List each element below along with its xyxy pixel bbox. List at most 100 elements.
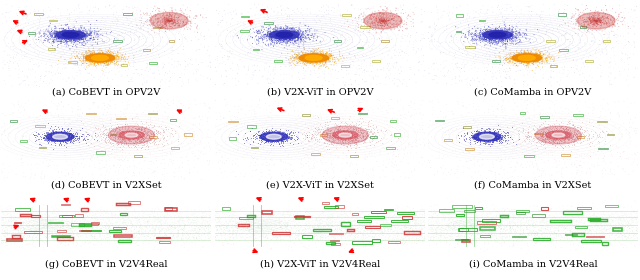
Point <box>274 35 284 39</box>
Point <box>358 77 368 81</box>
Point <box>260 9 271 13</box>
Point <box>156 126 166 130</box>
Point <box>490 53 500 58</box>
Point <box>591 220 602 225</box>
Point <box>275 135 285 140</box>
Point <box>33 16 43 21</box>
Point <box>282 37 292 41</box>
Point <box>559 47 569 51</box>
Point <box>61 36 72 41</box>
Point <box>591 19 601 23</box>
Point <box>162 19 172 24</box>
Point <box>586 21 596 26</box>
Point <box>291 32 301 37</box>
Point <box>281 224 291 229</box>
Point <box>525 217 536 222</box>
Point <box>382 25 392 30</box>
Point <box>178 221 188 225</box>
Point <box>81 34 92 38</box>
Point <box>328 52 338 56</box>
Point <box>381 21 392 25</box>
Point <box>72 36 82 41</box>
Point <box>489 136 499 140</box>
Point <box>608 219 618 224</box>
Point <box>75 225 85 229</box>
Point <box>487 22 497 27</box>
Point <box>119 136 129 140</box>
Point <box>50 134 60 139</box>
Point <box>142 13 152 17</box>
Point <box>278 32 289 36</box>
Point <box>483 134 493 139</box>
Point <box>546 138 556 143</box>
Point <box>532 53 542 57</box>
Point <box>508 226 518 231</box>
Point <box>580 20 591 24</box>
Point <box>269 10 279 14</box>
Point <box>259 141 269 145</box>
Point <box>53 232 63 236</box>
Point <box>150 101 161 105</box>
Point <box>489 35 499 40</box>
Point <box>595 19 605 24</box>
Point <box>89 50 99 55</box>
Point <box>187 225 197 229</box>
Point <box>404 103 415 108</box>
Point <box>266 135 276 140</box>
Point <box>522 52 532 57</box>
Point <box>259 136 269 140</box>
Point <box>616 221 627 226</box>
Point <box>211 214 221 218</box>
Point <box>508 29 518 33</box>
Point <box>479 34 489 38</box>
Point <box>529 231 540 235</box>
Point <box>585 228 595 232</box>
Point <box>268 137 278 142</box>
Point <box>98 56 108 61</box>
Point <box>569 128 579 132</box>
Point <box>298 55 308 60</box>
Point <box>327 227 337 232</box>
Point <box>495 36 505 41</box>
Point <box>464 220 474 225</box>
Point <box>365 106 376 110</box>
Point <box>487 33 497 38</box>
Point <box>272 139 282 143</box>
Point <box>483 32 493 37</box>
Point <box>527 61 538 66</box>
Point <box>551 134 561 138</box>
Point <box>125 132 136 136</box>
Point <box>109 139 120 144</box>
Point <box>313 152 323 156</box>
Point <box>385 72 396 76</box>
Point <box>530 26 540 31</box>
Point <box>84 220 94 225</box>
Point <box>319 130 330 135</box>
Point <box>617 218 627 223</box>
Point <box>274 141 284 146</box>
Point <box>282 36 292 41</box>
Point <box>316 230 326 234</box>
Point <box>427 39 437 44</box>
Point <box>74 32 84 37</box>
Point <box>314 57 324 61</box>
Point <box>273 33 283 37</box>
Point <box>495 34 506 38</box>
Point <box>483 135 493 139</box>
Point <box>492 35 502 40</box>
Point <box>596 236 606 241</box>
Point <box>415 221 426 225</box>
Point <box>312 104 322 108</box>
Point <box>623 24 634 29</box>
Point <box>278 33 288 38</box>
Point <box>62 34 72 38</box>
Point <box>120 124 130 129</box>
Point <box>300 58 310 63</box>
Point <box>437 231 447 235</box>
Point <box>450 218 460 223</box>
Point <box>228 224 238 229</box>
Point <box>492 35 502 39</box>
Point <box>423 230 433 235</box>
Point <box>487 75 497 79</box>
Point <box>335 220 345 224</box>
